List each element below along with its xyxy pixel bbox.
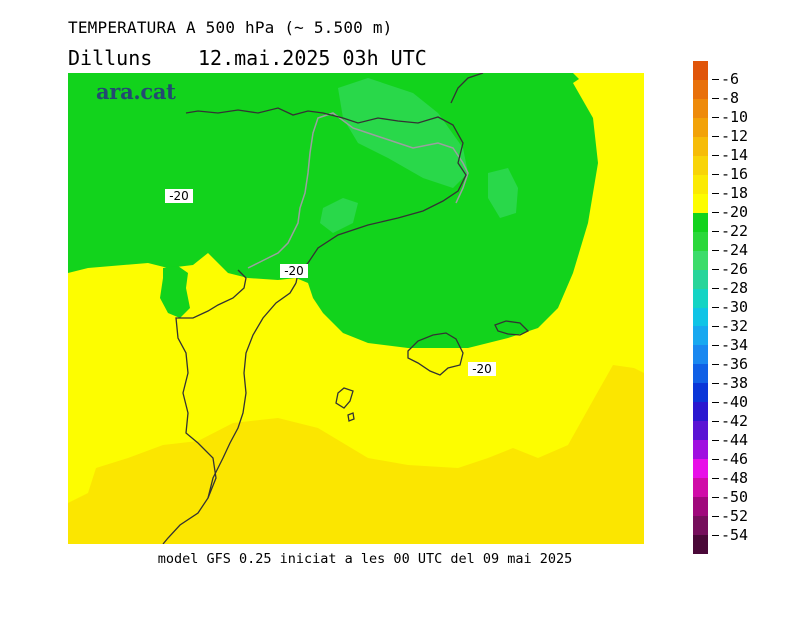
colorbar-label: -46: [712, 450, 748, 469]
colorbar-swatch: [693, 535, 708, 555]
colorbar-swatch: [693, 459, 708, 479]
colorbar-label: -50: [712, 488, 748, 507]
colorbar-label: -44: [712, 431, 748, 450]
svg-text:-20: -20: [169, 189, 189, 203]
contour-label-east: -20: [468, 362, 496, 376]
map-dark-green-patch: [338, 78, 468, 188]
model-run-caption: model GFS 0.25 iniciat a les 00 UTC del …: [157, 551, 573, 567]
colorbar-label: -18: [712, 184, 748, 203]
colorbar-label: -10: [712, 108, 748, 127]
map-title: TEMPERATURA A 500 hPa (~ 5.500 m): [68, 18, 393, 37]
map-dark-green-patch-2: [320, 198, 358, 233]
map-dark-green-patch-3: [488, 168, 518, 218]
colorbar-label: -40: [712, 393, 748, 412]
colorbar-label: -36: [712, 355, 748, 374]
colorbar-labels: -6 -8 -10 -12 -14 -16 -18 -20 -22 -24 -26 -28 -30 -32…: [712, 61, 792, 554]
colorbar-swatch: [693, 212, 708, 233]
svg-text:-20: -20: [472, 362, 492, 376]
colorbar-label: -32: [712, 317, 748, 336]
colorbar-swatch: [693, 61, 708, 81]
map-coastline-west: [175, 269, 247, 499]
map-island-menorca: [494, 320, 530, 336]
colorbar-label: -24: [712, 241, 748, 260]
colorbar-label: -14: [712, 146, 748, 165]
colorbar-label: -34: [712, 336, 748, 355]
colorbar-swatch: [693, 136, 708, 157]
map-border-line: [247, 112, 469, 269]
colorbar-label: -38: [712, 374, 748, 393]
colorbar: [693, 61, 708, 555]
colorbar-label: -52: [712, 507, 748, 526]
map-island-ibiza: [335, 387, 354, 409]
colorbar-label: -16: [712, 165, 748, 184]
map-coastline-mediterranean: [162, 282, 297, 544]
colorbar-swatch: [693, 497, 708, 517]
colorbar-label: -8: [712, 89, 739, 108]
map-yellow-corner: [573, 73, 644, 113]
colorbar-swatch: [693, 440, 708, 460]
colorbar-swatch: [693, 516, 708, 536]
map-island-mallorca: [407, 332, 464, 376]
forecast-time: 12.mai.2025 03h UTC: [198, 46, 427, 70]
colorbar-swatch: [693, 79, 708, 100]
contour-label-center: -20: [280, 264, 308, 278]
colorbar-label: -42: [712, 412, 748, 431]
colorbar-label: -30: [712, 298, 748, 317]
colorbar-swatch: [693, 117, 708, 138]
ara-cat-logo: ara.cat: [96, 79, 176, 104]
forecast-day: Dilluns: [68, 46, 153, 70]
colorbar-label: -12: [712, 127, 748, 146]
colorbar-swatch: [693, 250, 708, 271]
colorbar-swatch: [693, 326, 708, 346]
colorbar-swatch: [693, 307, 708, 327]
colorbar-label: -48: [712, 469, 748, 488]
colorbar-swatch: [693, 155, 708, 176]
colorbar-swatch: [693, 288, 708, 308]
colorbar-swatch: [693, 383, 708, 403]
colorbar-swatch: [693, 269, 708, 290]
colorbar-label: -20: [712, 203, 748, 222]
colorbar-label: -54: [712, 526, 748, 545]
map-dark-yellow-zone: [68, 365, 644, 544]
map-green-tongue: [160, 266, 190, 318]
colorbar-swatch: [693, 421, 708, 441]
colorbar-swatch: [693, 402, 708, 422]
svg-text:-20: -20: [284, 264, 304, 278]
temperature-map: -20 -20 -20: [68, 73, 644, 544]
colorbar-swatch: [693, 231, 708, 252]
colorbar-label: -28: [712, 279, 748, 298]
colorbar-swatch: [693, 345, 708, 365]
contour-label-west: -20: [165, 189, 193, 203]
colorbar-label: -26: [712, 260, 748, 279]
forecast-datetime: Dilluns 12.mai.2025 03h UTC: [68, 46, 427, 70]
colorbar-swatch: [693, 364, 708, 384]
map-coastline-east: [450, 73, 484, 104]
colorbar-label: -6: [712, 70, 739, 89]
colorbar-swatch: [693, 478, 708, 498]
colorbar-label: -22: [712, 222, 748, 241]
map-coastline-north: [185, 107, 467, 284]
colorbar-swatch: [693, 98, 708, 119]
colorbar-swatch: [693, 174, 708, 195]
map-island-formentera: [347, 412, 355, 422]
colorbar-swatch: [693, 193, 708, 214]
